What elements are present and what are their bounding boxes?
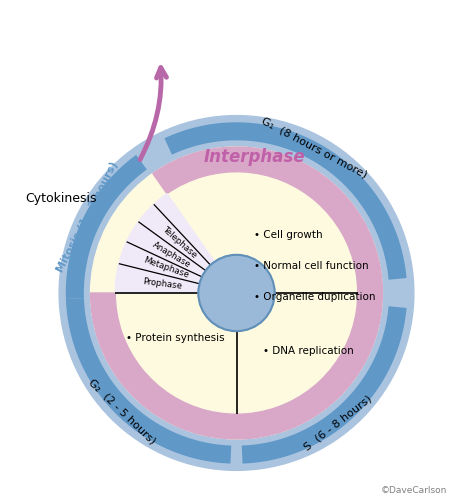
Text: Cytokinesis: Cytokinesis [26, 192, 97, 205]
Text: • Cell growth: • Cell growth [254, 230, 323, 240]
Text: Metaphase: Metaphase [142, 255, 190, 280]
Circle shape [175, 0, 190, 8]
Circle shape [217, 8, 247, 39]
Text: S  (6 - 8 hours): S (6 - 8 hours) [302, 393, 374, 452]
Text: Interphase: Interphase [204, 148, 305, 166]
Circle shape [90, 147, 383, 439]
Wedge shape [115, 194, 236, 293]
Text: • Normal cell function: • Normal cell function [254, 261, 369, 271]
Circle shape [59, 116, 414, 471]
Circle shape [198, 255, 275, 331]
Circle shape [226, 17, 238, 30]
Text: G₁  (8 hours or more): G₁ (8 hours or more) [259, 116, 368, 180]
Text: Telephase: Telephase [161, 226, 199, 261]
Text: Prophase: Prophase [142, 277, 182, 291]
Text: • Protein synthesis: • Protein synthesis [126, 333, 225, 343]
Text: ©DaveCarlson: ©DaveCarlson [381, 486, 447, 495]
Circle shape [165, 0, 201, 19]
Wedge shape [90, 147, 383, 439]
Text: Anaphase: Anaphase [151, 240, 193, 269]
Text: Mitosis (1 - 3 hours): Mitosis (1 - 3 hours) [55, 160, 120, 274]
Text: G₂  (2 - 5 hours): G₂ (2 - 5 hours) [87, 377, 158, 446]
Text: • Organelle duplication: • Organelle duplication [254, 292, 376, 302]
Text: • DNA replication: • DNA replication [263, 347, 354, 357]
